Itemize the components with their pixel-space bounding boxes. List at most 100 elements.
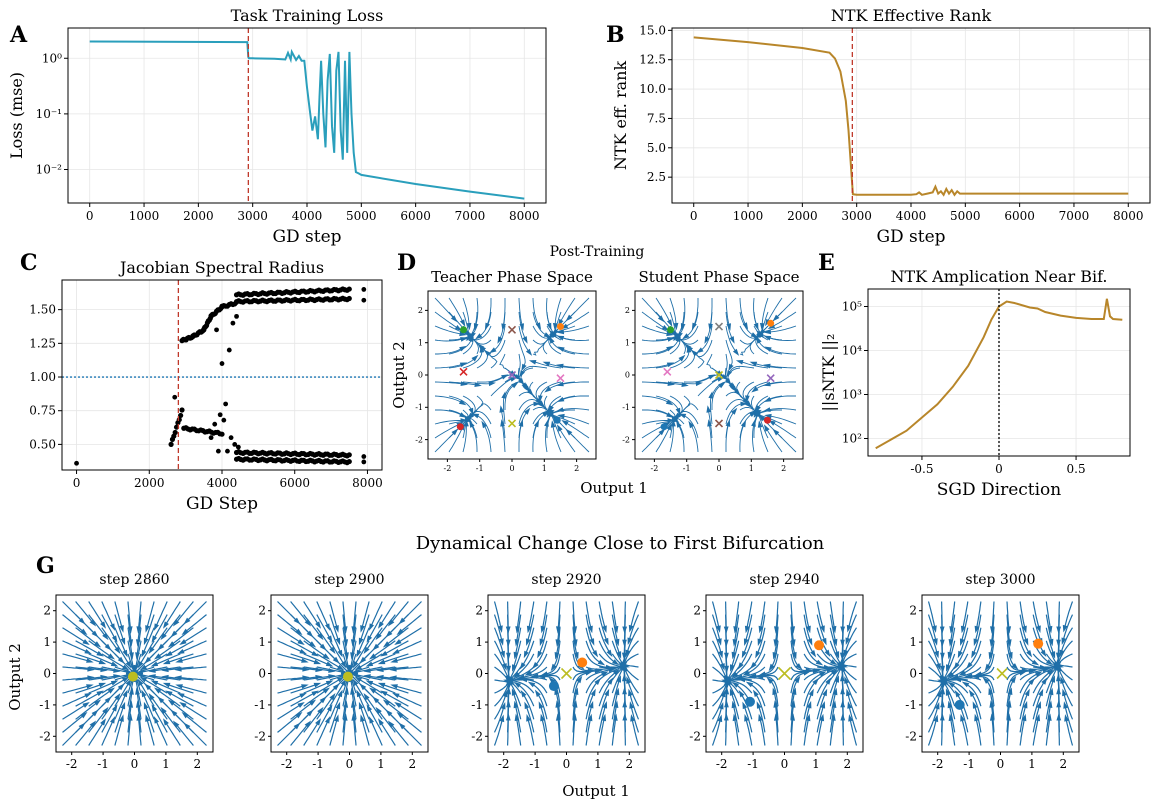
streamline (803, 692, 813, 720)
streamline (179, 685, 207, 694)
flow-arrow (150, 661, 159, 667)
streamline (369, 719, 383, 746)
streamline (803, 717, 810, 746)
flow-arrow (732, 639, 738, 647)
streamline (114, 614, 125, 642)
streamline (524, 627, 535, 655)
streamline (494, 682, 510, 707)
streamline (371, 640, 396, 658)
streamline (544, 653, 561, 676)
streamline (146, 601, 155, 629)
streamline (527, 653, 548, 675)
streamline (706, 353, 721, 375)
flow-arrow (763, 407, 771, 412)
flow-arrow (630, 714, 635, 722)
flow-arrow (519, 370, 525, 378)
streamline (1019, 704, 1027, 733)
streamline (927, 705, 939, 733)
streamline (545, 423, 548, 453)
flow-arrow (622, 660, 628, 669)
streamline (598, 627, 611, 654)
flow-arrow (1046, 659, 1054, 666)
flow-arrow (720, 663, 725, 671)
flow-arrow (344, 652, 349, 660)
streamline (114, 693, 127, 720)
x-tick-label: -0.5 (910, 462, 933, 476)
y-tick-label: 0 (625, 371, 630, 380)
streamline (539, 704, 548, 733)
streamline (277, 693, 304, 707)
plot-area (693, 28, 1129, 203)
y-tick-label: -1 (39, 698, 51, 712)
streamline (1006, 653, 1025, 672)
flow-arrow (1026, 650, 1033, 658)
x-tick-label: 4000 (207, 476, 238, 490)
streamline (182, 627, 207, 644)
streamline (655, 357, 683, 369)
flow-arrow (1011, 663, 1019, 670)
flow-arrow (308, 699, 317, 706)
flow-arrow (337, 689, 343, 698)
flow-arrow (179, 702, 187, 708)
x-tick-label: -1 (97, 757, 109, 771)
streamline (730, 691, 740, 720)
streamline (303, 666, 332, 672)
flow-arrow (732, 348, 740, 356)
y-tick-label: 10⁵ (842, 300, 862, 314)
flow-arrow (167, 641, 176, 648)
streamline (767, 336, 797, 341)
flow-arrow (753, 322, 759, 331)
x-tick-label: -1 (476, 464, 484, 473)
flow-arrow (1047, 625, 1053, 634)
flow-arrow (606, 649, 613, 657)
streamline (572, 691, 578, 720)
flow-arrow (1023, 638, 1029, 646)
flow-arrow (720, 689, 726, 698)
panel-e-amplification-chart: -0.5 0 0.5 10² 10³ 10⁴ 10⁵ NTK Amplication Near… (819, 267, 1131, 500)
flow-arrow (738, 690, 745, 698)
flow-arrow (752, 689, 759, 697)
streamline (759, 424, 769, 453)
streamline (162, 614, 181, 638)
streamline (759, 717, 766, 746)
flow-arrow (497, 336, 503, 344)
flow-arrow (691, 349, 698, 357)
flow-arrow (1022, 625, 1027, 634)
flow-arrow (181, 628, 189, 636)
x-tick-label: 8000 (509, 209, 540, 223)
streamline (611, 666, 624, 694)
streamline (329, 601, 338, 629)
flow-arrow (673, 322, 679, 331)
streamline (803, 640, 821, 664)
streamline (512, 640, 522, 669)
streamline (164, 721, 181, 746)
streamline (748, 683, 766, 707)
flow-arrow (520, 690, 527, 698)
flow-arrow (538, 701, 544, 709)
flow-arrow (466, 322, 472, 331)
flow-arrow (513, 651, 519, 660)
saddle-marker (714, 370, 724, 380)
flow-arrow (546, 322, 552, 331)
chart-title: NTK Effective Rank (831, 6, 992, 25)
panel-g-bifurcation-row: -2 -2 -1 -1 0 0 1 1 2 2 step 2860 -2 -2 -1 -1 0 0 1 1 2 2 ste… (39, 572, 1080, 771)
streamline (1032, 653, 1058, 667)
flow-arrow (751, 386, 759, 393)
flow-arrow (968, 689, 975, 697)
streamline (655, 395, 680, 412)
flow-arrow (304, 720, 312, 728)
flow-arrow (604, 688, 610, 697)
flow-arrow (154, 653, 162, 660)
streamline (1019, 672, 1040, 694)
streamline (739, 297, 747, 327)
fixed-point (763, 416, 771, 424)
streamline (711, 614, 721, 642)
flow-arrow (524, 670, 532, 676)
streamline (790, 666, 818, 673)
x-tick-label: 2 (193, 757, 201, 771)
streamline (303, 689, 328, 707)
flow-arrow (592, 650, 599, 658)
fixed-point (744, 696, 755, 707)
streamline (168, 691, 194, 707)
streamline (474, 297, 479, 327)
